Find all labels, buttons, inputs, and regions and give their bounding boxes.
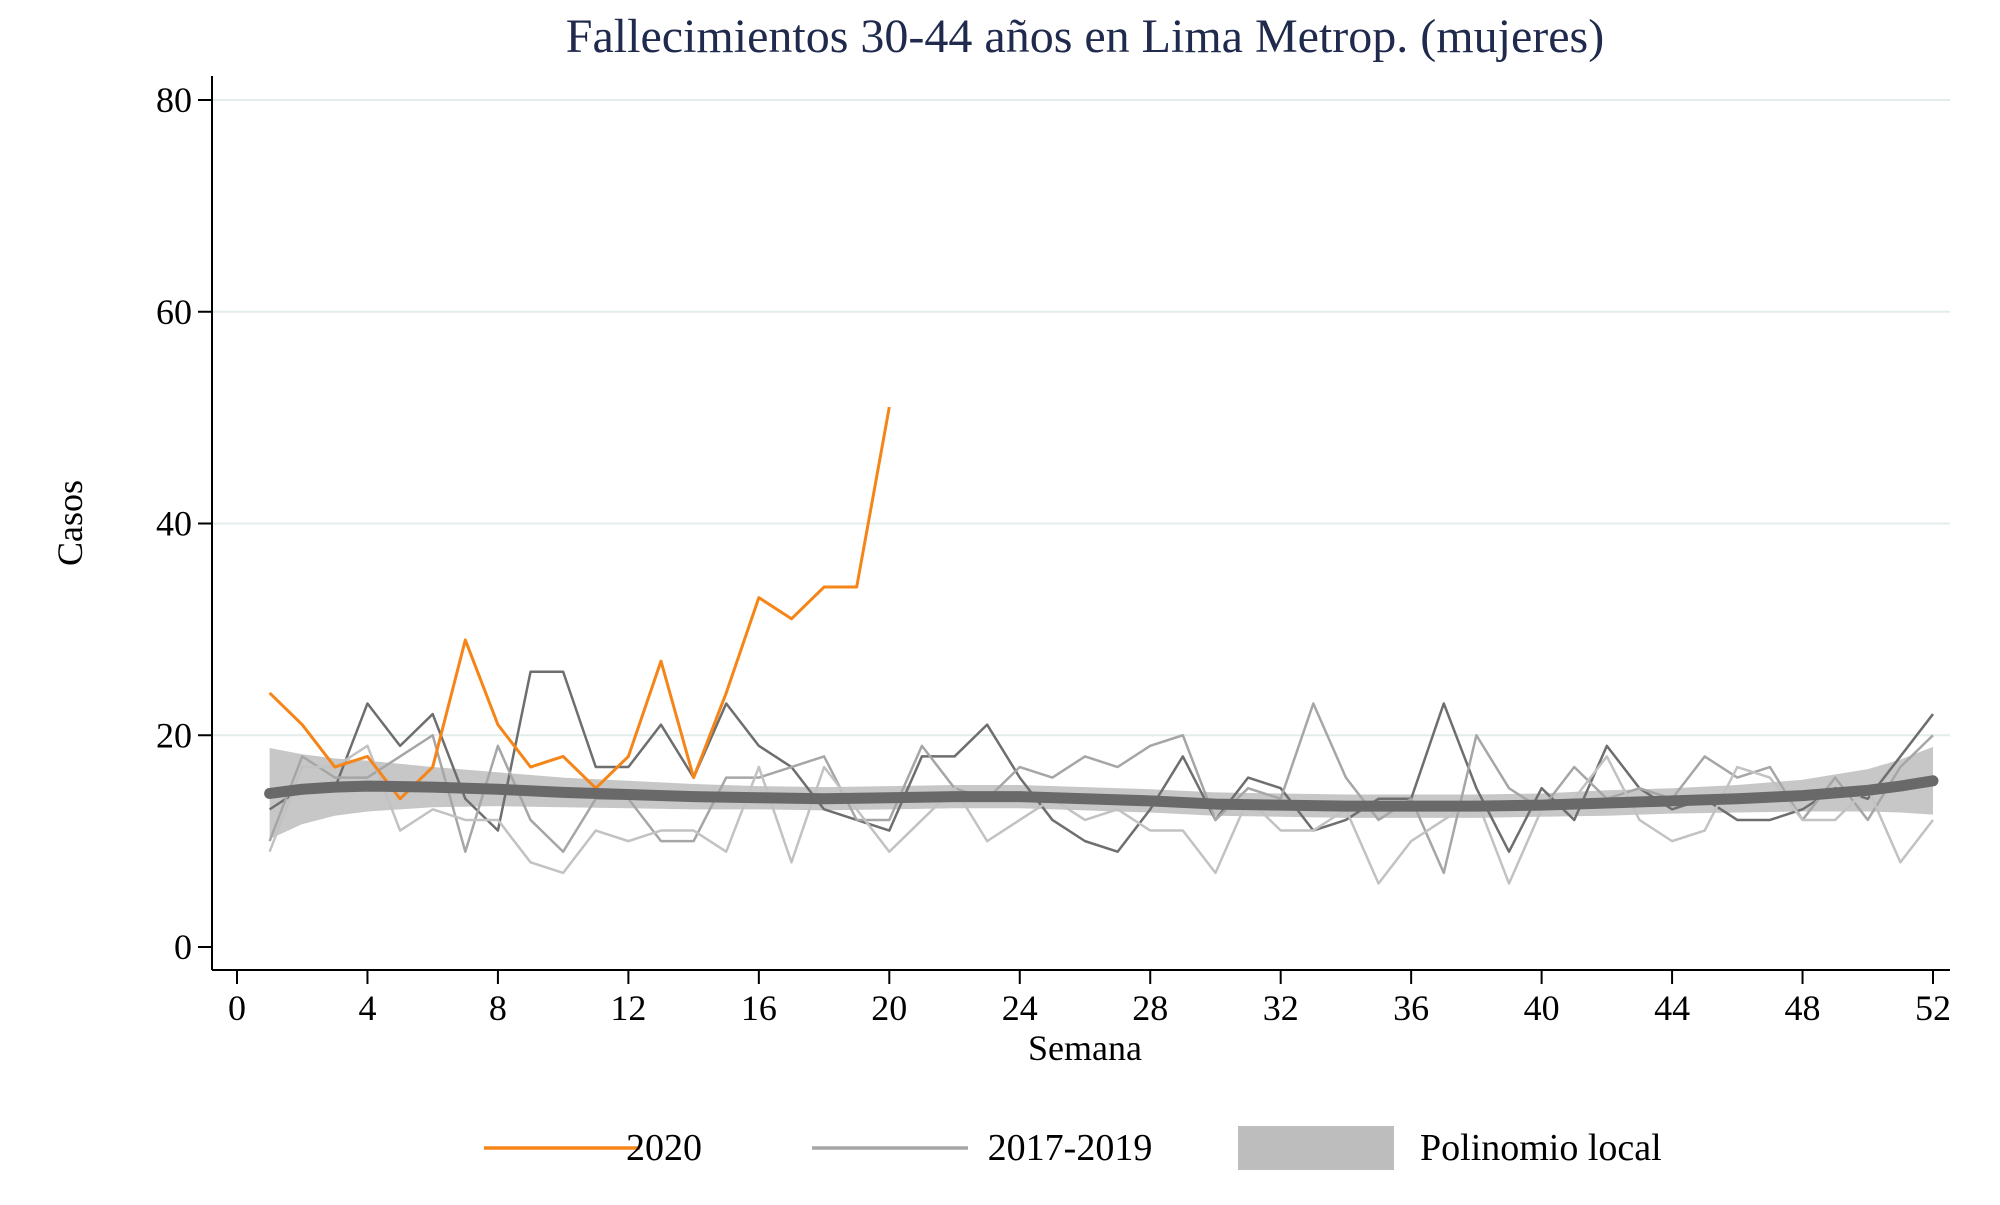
x-tick-label-24: 24: [1002, 988, 1038, 1028]
x-tick-label-36: 36: [1393, 988, 1429, 1028]
series-line-historical-3: [268, 744, 1934, 885]
x-tick-label-32: 32: [1263, 988, 1299, 1028]
x-tick-label-0: 0: [228, 988, 246, 1028]
x-tick-label-52: 52: [1915, 988, 1951, 1028]
chart-title: Fallecimientos 30-44 años en Lima Metrop…: [566, 10, 1604, 63]
y-tick-label-40: 40: [156, 504, 192, 544]
y-axis-label: Casos: [50, 480, 90, 566]
local-polynomial-band-area: [269, 746, 1934, 840]
x-tick-label-44: 44: [1654, 988, 1690, 1028]
legend-label-2020: 2020: [626, 1127, 702, 1169]
x-tick-label-48: 48: [1785, 988, 1821, 1028]
local-polynomial-fit-line: [264, 775, 1939, 812]
series-line-historical-2: [268, 702, 1934, 875]
x-axis-label: Semana: [1028, 1028, 1142, 1068]
x-tick-label-20: 20: [871, 988, 907, 1028]
y-tick-label-60: 60: [156, 292, 192, 332]
legend-label-polinomio-local: Polinomio local: [1420, 1127, 1662, 1169]
x-tick-label-4: 4: [358, 988, 376, 1028]
local-polynomial-fit: [264, 775, 1939, 812]
x-tick-label-28: 28: [1132, 988, 1168, 1028]
y-axis-ticks: 0 20 40 60 80: [156, 80, 212, 967]
legend-label-2017-2019: 2017-2019: [988, 1127, 1153, 1169]
legend: 2020 2017-2019 Polinomio local: [484, 1126, 1662, 1170]
series-line-2020: [268, 406, 891, 801]
y-tick-label-0: 0: [174, 927, 192, 967]
x-tick-label-16: 16: [741, 988, 777, 1028]
x-tick-label-40: 40: [1524, 988, 1560, 1028]
x-axis-ticks: 0 4 8 12 16 20 24 28 32 36 40 44 48 52: [228, 970, 1951, 1028]
y-tick-label-20: 20: [156, 715, 192, 755]
gridlines: [212, 99, 1950, 737]
local-polynomial-band: [269, 746, 1934, 840]
x-tick-label-12: 12: [610, 988, 646, 1028]
x-tick-label-8: 8: [489, 988, 507, 1028]
y-tick-label-80: 80: [156, 80, 192, 120]
legend-swatch-polinomio-local: [1238, 1126, 1394, 1170]
